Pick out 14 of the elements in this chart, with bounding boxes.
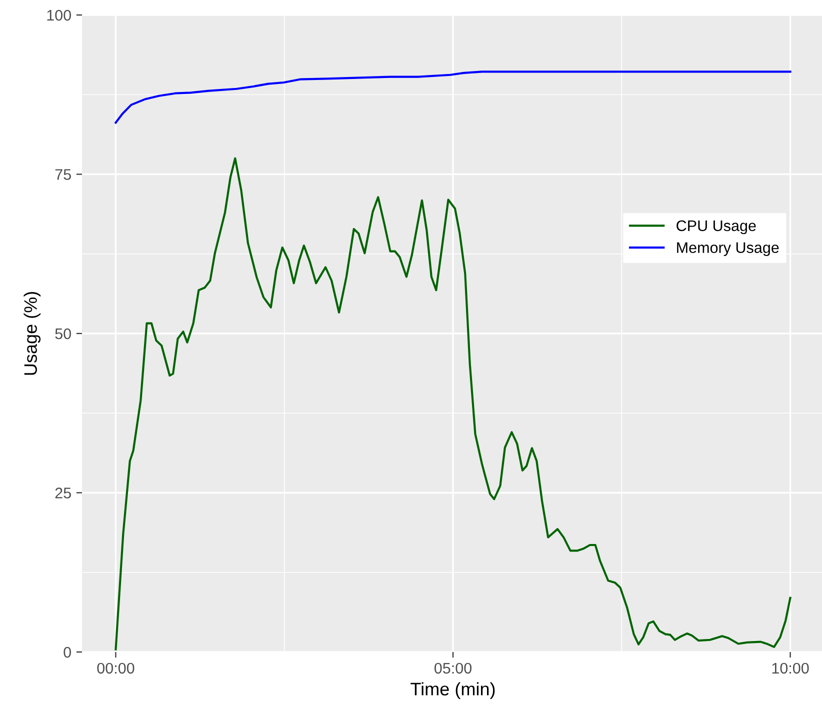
x-axis-title: Time (min)	[410, 682, 495, 700]
y-tick-label: 0	[64, 646, 71, 658]
y-tick-label: 75	[55, 169, 71, 180]
line-series	[114, 157, 792, 650]
legend-label: Memory Usage	[677, 242, 779, 256]
y-tick-label: 25	[55, 488, 71, 498]
y-tick-label: 100	[47, 10, 71, 21]
x-tick-label: 05:00	[434, 662, 472, 674]
y-tick-label: 50	[55, 328, 71, 340]
x-tick-label: 10:00	[772, 662, 809, 674]
line-series	[114, 70, 792, 124]
y-axis-title: Usage (%)	[24, 292, 41, 375]
x-tick-label: 00:00	[97, 662, 134, 674]
legend-label: CPU Usage	[676, 220, 756, 234]
